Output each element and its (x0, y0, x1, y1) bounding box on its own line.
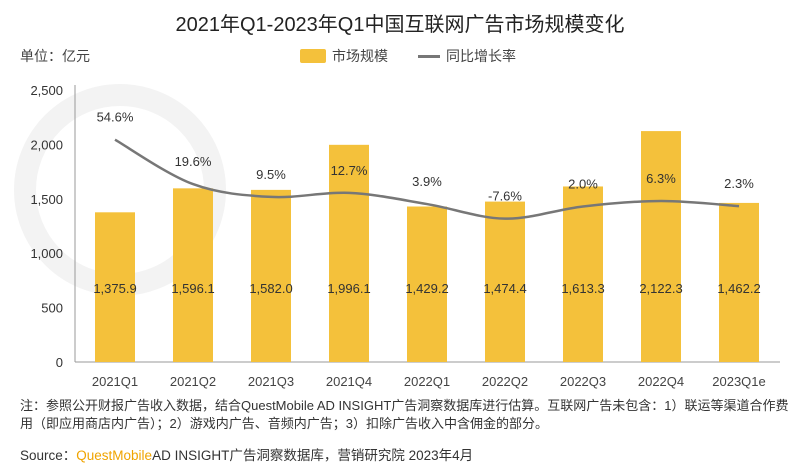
unit-label: 单位：亿元 (20, 48, 90, 64)
bar (407, 206, 447, 362)
source-line: Source：QuestMobileAD INSIGHT广告洞察数据库，营销研究… (20, 444, 473, 464)
legend-bar-label: 市场规模 (332, 48, 388, 64)
bar-value-label: 1,582.0 (249, 281, 292, 296)
growth-label: -7.6% (488, 189, 522, 204)
bar-value-label: 1,996.1 (327, 281, 370, 296)
footnote: 注：参照公开财报广告收入数据，结合QuestMobile AD INSIGHT广… (20, 398, 789, 431)
legend-line-label: 同比增长率 (446, 48, 516, 64)
x-tick-label: 2023Q1e (712, 374, 766, 389)
bar (95, 212, 135, 362)
source-prefix: Source： (20, 448, 77, 463)
growth-label: 6.3% (646, 171, 676, 186)
x-tick-label: 2022Q3 (560, 374, 606, 389)
bar (719, 202, 759, 362)
legend-line-swatch (418, 54, 440, 58)
bar (173, 188, 213, 362)
legend: 市场规模 同比增长率 (300, 46, 516, 66)
legend-bar-swatch (300, 49, 326, 63)
bar-value-label: 1,596.1 (171, 281, 214, 296)
source-rest: AD INSIGHT广告洞察数据库，营销研究院 2023年4月 (152, 448, 474, 463)
bar-value-label: 1,429.2 (405, 281, 448, 296)
y-tick-label: 1,500 (30, 192, 63, 207)
growth-label: 19.6% (175, 154, 212, 169)
bar-value-label: 1,375.9 (93, 281, 136, 296)
x-tick-label: 2022Q1 (404, 374, 450, 389)
bar-value-label: 2,122.3 (639, 281, 682, 296)
bar (641, 131, 681, 362)
bar (485, 201, 525, 362)
bar-value-label: 1,474.4 (483, 281, 526, 296)
x-tick-label: 2021Q2 (170, 374, 216, 389)
y-tick-label: 500 (41, 301, 63, 316)
growth-label: 3.9% (412, 174, 442, 189)
x-tick-label: 2021Q1 (92, 374, 138, 389)
x-tick-label: 2022Q4 (638, 374, 684, 389)
growth-label: 9.5% (256, 167, 286, 182)
y-tick-label: 0 (56, 355, 63, 370)
growth-label: 2.3% (724, 176, 754, 191)
chart-title: 2021年Q1-2023年Q1中国互联网广告市场规模变化 (175, 14, 625, 36)
x-tick-label: 2021Q4 (326, 374, 372, 389)
y-tick-label: 2,500 (30, 83, 63, 98)
bar (329, 144, 369, 362)
x-tick-label: 2021Q3 (248, 374, 294, 389)
bar-value-label: 1,462.2 (717, 281, 760, 296)
bar (251, 189, 291, 362)
bar-value-label: 1,613.3 (561, 281, 604, 296)
bar (563, 186, 603, 362)
growth-label: 12.7% (331, 163, 368, 178)
y-tick-label: 2,000 (30, 137, 63, 152)
growth-label: 54.6% (97, 110, 134, 125)
source-brand: QuestMobile (76, 448, 153, 463)
x-tick-label: 2022Q2 (482, 374, 528, 389)
growth-label: 2.0% (568, 176, 598, 191)
growth-line (114, 138, 740, 220)
plot-area: 0 500 1,000 1,500 2,000 2,500 1,375.9 2021Q1 1,5… (14, 83, 780, 389)
y-tick-label: 1,000 (30, 246, 63, 261)
